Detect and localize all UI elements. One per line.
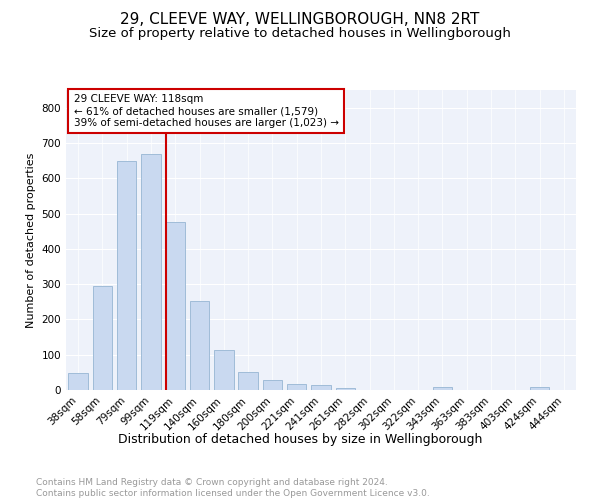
- Text: Contains HM Land Registry data © Crown copyright and database right 2024.
Contai: Contains HM Land Registry data © Crown c…: [36, 478, 430, 498]
- Bar: [263, 380, 282, 390]
- Bar: [530, 387, 549, 390]
- Text: 29 CLEEVE WAY: 118sqm
← 61% of detached houses are smaller (1,579)
39% of semi-d: 29 CLEEVE WAY: 118sqm ← 61% of detached …: [74, 94, 338, 128]
- Bar: [335, 388, 355, 390]
- Bar: [141, 154, 161, 390]
- Bar: [166, 222, 185, 390]
- Text: 29, CLEEVE WAY, WELLINGBOROUGH, NN8 2RT: 29, CLEEVE WAY, WELLINGBOROUGH, NN8 2RT: [121, 12, 479, 28]
- Y-axis label: Number of detached properties: Number of detached properties: [26, 152, 36, 328]
- Bar: [433, 387, 452, 390]
- Text: Distribution of detached houses by size in Wellingborough: Distribution of detached houses by size …: [118, 432, 482, 446]
- Bar: [214, 350, 233, 390]
- Bar: [238, 372, 258, 390]
- Bar: [117, 160, 136, 390]
- Bar: [311, 384, 331, 390]
- Bar: [93, 286, 112, 390]
- Text: Size of property relative to detached houses in Wellingborough: Size of property relative to detached ho…: [89, 28, 511, 40]
- Bar: [190, 301, 209, 390]
- Bar: [68, 374, 88, 390]
- Bar: [287, 384, 307, 390]
